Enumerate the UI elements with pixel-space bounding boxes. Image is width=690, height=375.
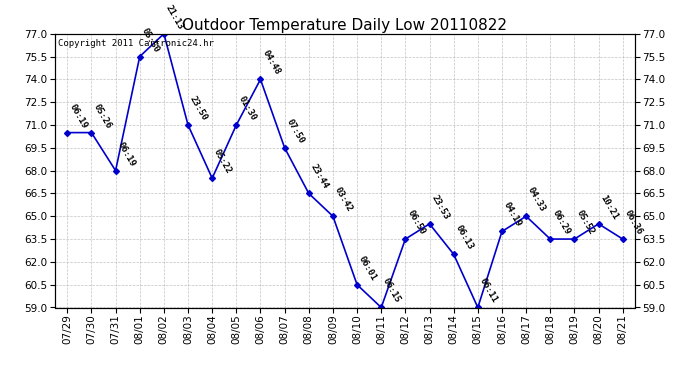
Text: 06:19: 06:19 xyxy=(116,140,137,168)
Text: 04:48: 04:48 xyxy=(261,49,282,76)
Text: 06:01: 06:01 xyxy=(357,254,378,282)
Text: 06:11: 06:11 xyxy=(477,277,499,305)
Text: 06:50: 06:50 xyxy=(406,209,426,236)
Text: 05:50: 05:50 xyxy=(139,26,161,54)
Text: Copyright 2011 Cartronic24.hr: Copyright 2011 Cartronic24.hr xyxy=(58,39,214,48)
Text: 06:13: 06:13 xyxy=(454,224,475,252)
Text: 10:21: 10:21 xyxy=(598,193,620,221)
Text: 05:22: 05:22 xyxy=(213,148,233,176)
Title: Outdoor Temperature Daily Low 20110822: Outdoor Temperature Daily Low 20110822 xyxy=(182,18,508,33)
Text: 05:52: 05:52 xyxy=(574,209,595,236)
Text: 23:44: 23:44 xyxy=(308,163,330,190)
Text: 07:50: 07:50 xyxy=(284,117,306,145)
Text: 23:53: 23:53 xyxy=(429,193,451,221)
Text: 04:19: 04:19 xyxy=(502,201,523,229)
Text: 05:26: 05:26 xyxy=(91,102,112,130)
Text: 06:15: 06:15 xyxy=(381,277,402,305)
Text: 06:19: 06:19 xyxy=(68,102,88,130)
Text: 06:29: 06:29 xyxy=(551,209,571,236)
Text: 21:13: 21:13 xyxy=(164,3,185,31)
Text: 06:36: 06:36 xyxy=(622,209,644,236)
Text: 04:33: 04:33 xyxy=(526,186,547,213)
Text: 23:50: 23:50 xyxy=(188,94,209,122)
Text: 01:30: 01:30 xyxy=(236,94,257,122)
Text: 03:42: 03:42 xyxy=(333,186,354,213)
